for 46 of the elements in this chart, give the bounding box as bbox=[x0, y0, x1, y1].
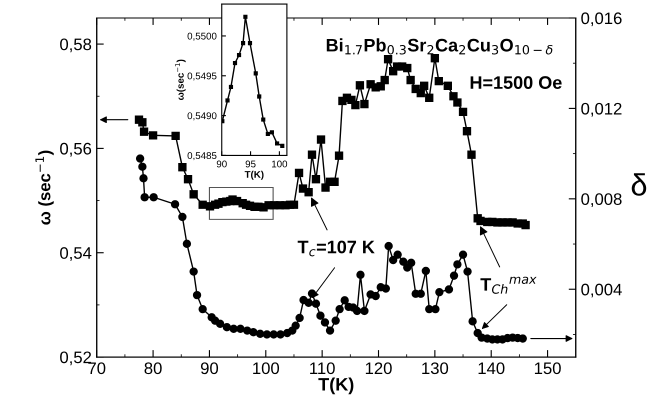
point bbox=[270, 130, 274, 134]
x-tick-label: 100 bbox=[253, 362, 280, 374]
point bbox=[261, 117, 266, 122]
point bbox=[243, 14, 248, 19]
y2-tick-label: 0,004 bbox=[581, 284, 622, 298]
point bbox=[225, 98, 230, 103]
y2-tick-label: 0,012 bbox=[581, 102, 622, 117]
point bbox=[228, 84, 234, 90]
y-axis-title: ω(sec$^{−1}$) bbox=[174, 60, 186, 100]
x-tick-label: 90 bbox=[216, 160, 227, 168]
point bbox=[222, 119, 224, 124]
point bbox=[240, 41, 246, 46]
y2-tick-label: 0,016 bbox=[581, 12, 622, 26]
point bbox=[257, 94, 262, 99]
point bbox=[248, 41, 252, 46]
x-axis-title: T(K) bbox=[318, 377, 354, 394]
y2-tick-label: 0,008 bbox=[581, 193, 622, 207]
y-tick-label: 0,56 bbox=[60, 142, 92, 157]
x-tick-label: 90 bbox=[200, 362, 218, 374]
annotation: H=1500 Oe bbox=[470, 76, 562, 89]
point bbox=[232, 60, 238, 66]
y-tick-label: 0,5490 bbox=[188, 112, 217, 120]
point bbox=[236, 52, 242, 58]
y-tick-label: 0,5500 bbox=[188, 32, 217, 41]
point bbox=[280, 144, 284, 148]
x-tick-label: 140 bbox=[478, 362, 504, 374]
y-tick-label: 0,54 bbox=[60, 247, 92, 261]
y-axis-title: ω (sec$^{−1}$) bbox=[35, 150, 54, 225]
y-tick-label: 0,5485 bbox=[188, 152, 216, 160]
y-tick-label: 0,58 bbox=[60, 38, 92, 52]
x-tick-label: 110 bbox=[310, 362, 335, 374]
point bbox=[275, 141, 280, 146]
x-tick-label: 150 bbox=[534, 362, 561, 374]
x-tick-label: 100 bbox=[272, 160, 288, 168]
point bbox=[266, 132, 270, 136]
annotation: T$_{c}$=107 K bbox=[298, 240, 375, 256]
x-tick-label: 130 bbox=[422, 362, 448, 374]
point bbox=[254, 71, 258, 76]
y2-axis-title: δ bbox=[632, 173, 646, 196]
x-tick-label: 120 bbox=[366, 362, 392, 374]
x-tick-label: 95 bbox=[246, 160, 256, 168]
text: Bi$_{1.7}$Pb$_{0.3}$Sr$_{2}$Ca$_{2}$Cu$_{3}$O$_{10−δ}$ bbox=[326, 38, 552, 55]
annotation: T$_{Ch}$$^{max}$ bbox=[480, 276, 537, 294]
x-tick-label: 80 bbox=[144, 362, 162, 374]
x-axis-title: T(K) bbox=[244, 170, 264, 180]
y-tick-label: 0,5495 bbox=[188, 72, 216, 81]
